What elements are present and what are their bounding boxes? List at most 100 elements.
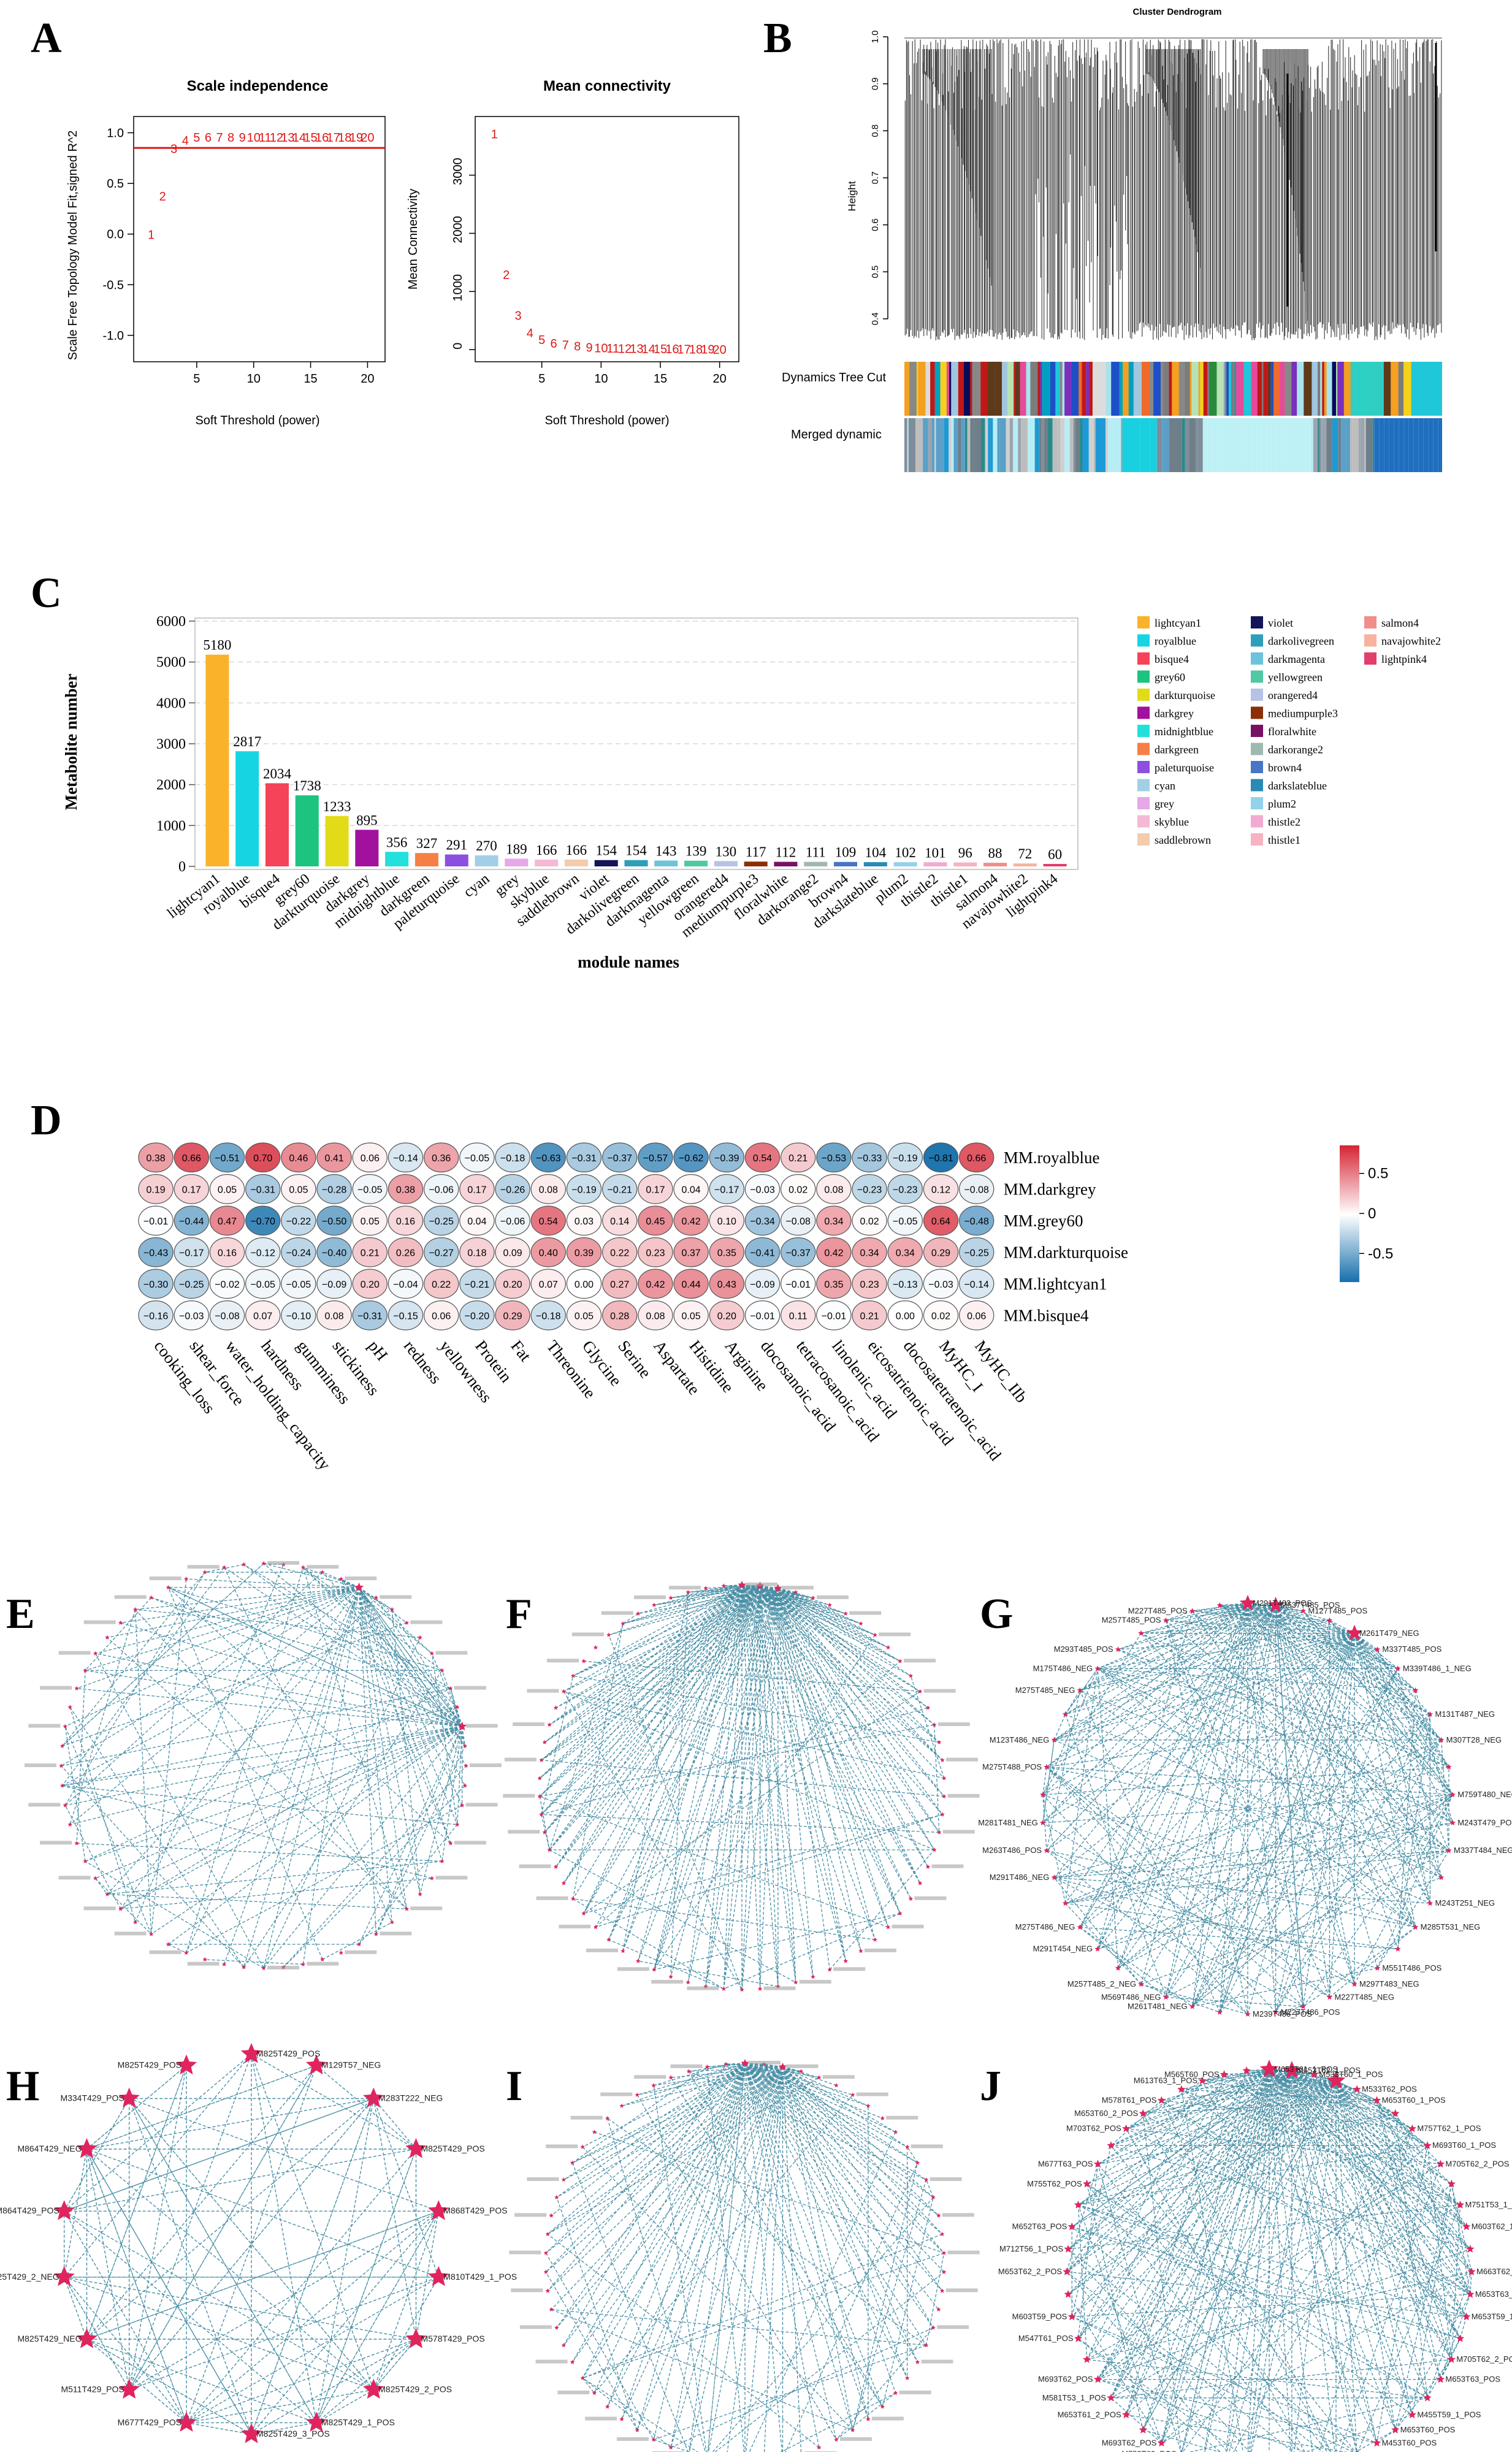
conn-point: 3: [514, 309, 521, 323]
network-node-label-mark: [187, 1961, 220, 1966]
bar-value-label: 166: [566, 842, 587, 858]
network-node: [917, 1881, 923, 1885]
network-node: [428, 2266, 449, 2286]
network-edges: [1066, 2069, 1472, 2452]
panel-letter-i: I: [506, 2063, 522, 2110]
module-color-band: [1086, 362, 1090, 416]
network-node: [936, 2213, 941, 2218]
network-node: [811, 1595, 815, 1600]
bar-xlabel: module names: [578, 953, 679, 971]
network-node-label: M652T63_POS: [1012, 2222, 1067, 2231]
legend-label: midnightblue: [1155, 725, 1213, 738]
legend-swatch: [1137, 779, 1150, 792]
bar-darkgreen: [414, 853, 438, 866]
heatmap-value: 0.17: [467, 1185, 486, 1195]
heatmap-cell: [209, 1300, 245, 1331]
heatmap-value: −0.17: [179, 1248, 204, 1258]
heatmap-value: −0.19: [893, 1153, 918, 1164]
panel-letter-g: G: [980, 1591, 1013, 1638]
module-color-band: [995, 362, 1002, 416]
network-node: [834, 2083, 839, 2088]
heatmap-value: 0.17: [646, 1185, 665, 1195]
heatmap-value: −0.24: [286, 1248, 311, 1258]
network-node: [724, 2061, 728, 2066]
network-node: [1456, 2334, 1465, 2342]
heatmap-value: −0.25: [964, 1248, 989, 1258]
network-node: [931, 2194, 936, 2199]
heatmap-row-label: MM.bisque4: [1004, 1306, 1089, 1324]
colorbar-step: [1340, 1197, 1359, 1201]
network-node: [1427, 1900, 1434, 1906]
network-node-label: M307T28_NEG: [1446, 1735, 1502, 1744]
heatmap-cell: [316, 1174, 352, 1204]
dendrogram-y-tick-label: 0.6: [870, 218, 880, 231]
network-node: [561, 2177, 567, 2182]
conn-y-axis: 0 1000 2000 3000: [451, 158, 475, 351]
network-node: [1062, 1900, 1069, 1906]
heatmap-value: −0.23: [857, 1185, 882, 1195]
network-node: [1436, 2375, 1445, 2383]
heatmap-value: −0.70: [250, 1216, 275, 1227]
scale-x-tick-label: 15: [304, 372, 317, 386]
network-node: [300, 1961, 306, 1966]
scale-point: 10: [247, 131, 261, 145]
network-node: [1423, 2141, 1432, 2149]
merged-color-band: [923, 418, 928, 472]
network-node-label-mark: [511, 2288, 543, 2293]
colorbar-step: [1340, 1177, 1359, 1180]
heatmap-value: 0.29: [931, 1248, 950, 1258]
network-node: [1093, 2375, 1102, 2383]
network-node-label-mark: [652, 2451, 684, 2452]
heatmap-value: 0.05: [361, 1216, 380, 1227]
scale-y-axis: -1.0 -0.5 0.0 0.5 1.0: [103, 127, 134, 343]
conn-y-tick-label: 0: [451, 343, 465, 349]
legend-label: grey60: [1155, 671, 1185, 684]
network-node-label: M751T53_1_POS: [1465, 2200, 1512, 2209]
heatmap-value: 0.45: [646, 1216, 665, 1227]
colorbar-step: [1340, 1243, 1359, 1246]
heatmap-cell: [923, 1205, 959, 1236]
module-color-band: [980, 362, 988, 416]
bar-darkorange2: [804, 861, 828, 866]
network-node: [464, 1763, 468, 1768]
network-node: [570, 2160, 575, 2165]
network-node: [1351, 1981, 1357, 1987]
colorbar-step: [1340, 1154, 1359, 1158]
bar-darkgrey: [355, 830, 379, 866]
colorbar-step: [1340, 1182, 1359, 1185]
network-node-label-mark: [914, 1896, 947, 1900]
module-color-band: [1365, 362, 1372, 416]
module-color-band: [1379, 362, 1384, 416]
network-node-label-mark: [945, 2288, 978, 2293]
network-node: [936, 1830, 942, 1835]
network-node: [338, 1576, 344, 1581]
colorbar-step: [1340, 1168, 1359, 1171]
network-node: [1177, 2085, 1186, 2093]
network-node-label-mark: [921, 2359, 953, 2364]
network-node-label-mark: [527, 2177, 559, 2181]
merged-color-band: [1021, 418, 1028, 472]
network-node: [261, 1966, 266, 1971]
network-node: [817, 2075, 822, 2080]
network-node: [1115, 1646, 1121, 1652]
module-color-band: [1015, 362, 1020, 416]
heatmap-cell: [566, 1174, 602, 1204]
network-node: [652, 1967, 657, 1972]
heatmap-cell: [316, 1142, 352, 1173]
network-node: [668, 2075, 673, 2080]
module-color-band: [1320, 362, 1323, 416]
network-node-label: M293T485_POS: [1054, 1644, 1113, 1654]
scale-x-tick-label: 10: [247, 372, 261, 386]
merged-color-band: [970, 418, 974, 472]
dendrogram-y-tick-label: 1.0: [870, 31, 880, 44]
network-node: [183, 1576, 189, 1581]
heatmap-cell: [709, 1142, 745, 1173]
heatmap-value: −0.31: [571, 1153, 597, 1164]
network-node: [941, 2250, 947, 2255]
network-node: [542, 1830, 548, 1835]
colorbar-step: [1340, 1179, 1359, 1183]
network-node-label: M297T483_NEG: [1359, 1979, 1419, 1988]
network-node: [686, 2069, 692, 2074]
merged-color-band: [1237, 418, 1242, 472]
network-node-label-mark: [504, 1757, 536, 1762]
